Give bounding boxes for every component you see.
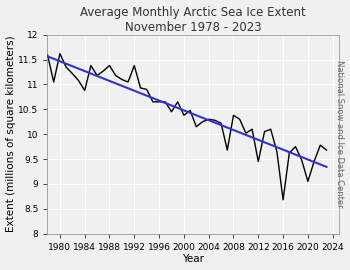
Title: Average Monthly Arctic Sea Ice Extent
November 1978 - 2023: Average Monthly Arctic Sea Ice Extent No… bbox=[80, 6, 306, 33]
Y-axis label: Extent (millions of square kilometers): Extent (millions of square kilometers) bbox=[6, 36, 15, 232]
Y-axis label: National Snow and Ice Data Center: National Snow and Ice Data Center bbox=[335, 60, 344, 208]
X-axis label: Year: Year bbox=[182, 254, 204, 264]
